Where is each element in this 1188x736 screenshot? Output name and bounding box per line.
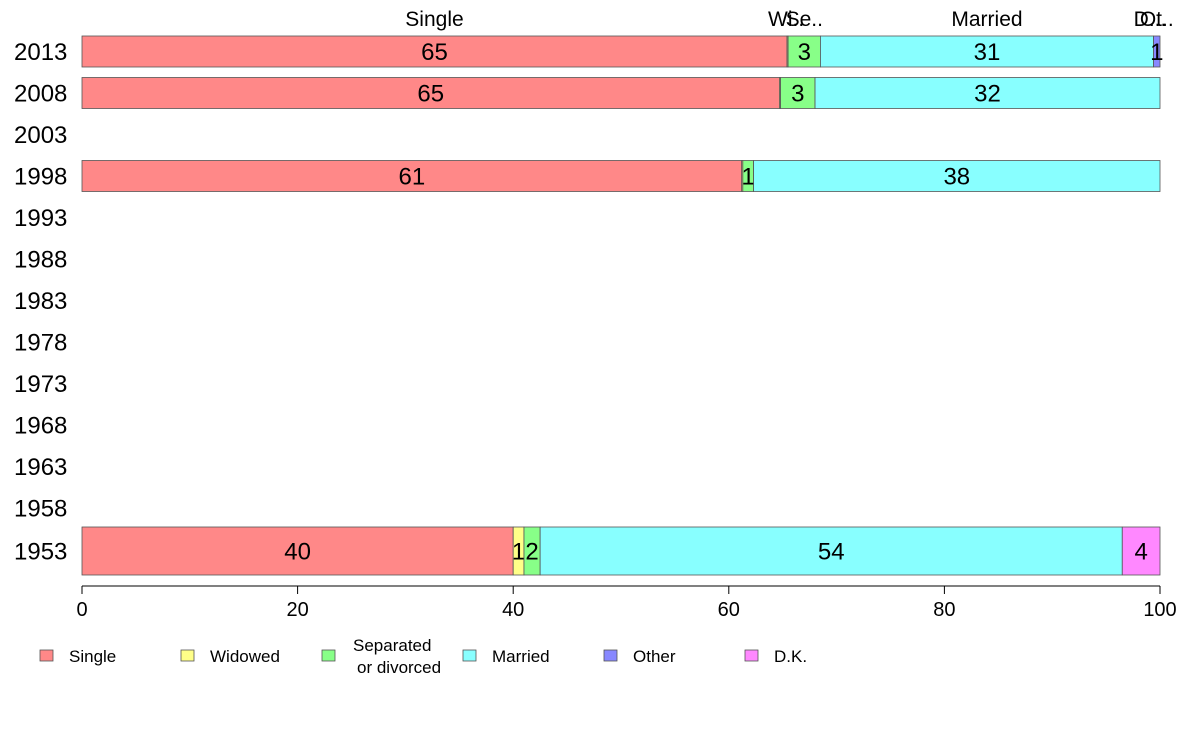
legend-swatch-3	[321, 649, 336, 662]
data-label-2013-single: 65	[421, 39, 448, 66]
year-label-1973: 1973	[14, 371, 67, 398]
data-label-1953-widowed: 1	[512, 539, 525, 566]
bar-segment-1953-single	[81, 526, 514, 576]
legend-swatch-4	[462, 649, 477, 662]
data-label-2013-married: 31	[974, 39, 1001, 66]
top-label-4: Married	[951, 8, 1022, 31]
data-label-1953-d-k-: 4	[1134, 539, 1147, 566]
data-label-2013-separated-or-divorced: 3	[798, 39, 811, 66]
x-tick-label-20: 20	[286, 599, 308, 621]
bar-segment-2008-single	[81, 77, 780, 109]
x-tick-label-0: 0	[76, 599, 87, 621]
legend-swatch-2	[180, 649, 195, 662]
year-label-1983: 1983	[14, 288, 67, 315]
data-label-1998-married: 38	[943, 164, 970, 191]
year-label-1958: 1958	[14, 496, 67, 523]
bar-segment-2008-separated-or-divorced	[780, 77, 816, 109]
bar-segment-2008-married	[814, 77, 1161, 109]
year-label-1963: 1963	[14, 454, 67, 481]
bar-segment-2013-single	[81, 35, 788, 68]
top-label-6: D...	[1134, 8, 1167, 31]
data-label-1998-single: 61	[399, 164, 426, 191]
year-label-1968: 1968	[14, 413, 67, 440]
top-label-1: Single	[405, 8, 463, 31]
legend-label-2: Widowed	[210, 647, 280, 666]
bar-segment-2013-separated-or-divorced	[787, 35, 821, 68]
year-label-2008: 2008	[14, 81, 67, 108]
top-label-3: Se..	[786, 8, 823, 31]
data-label-2008-separated-or-divorced: 3	[791, 81, 804, 108]
data-label-2013-other: 1	[1150, 39, 1163, 66]
legend-swatch-1	[39, 649, 54, 662]
legend-label-5: Other	[633, 647, 676, 666]
data-label-2008-married: 32	[974, 81, 1001, 108]
data-label-1953-separated-or-divorced: 2	[525, 539, 538, 566]
data-label-2008-single: 65	[417, 81, 444, 108]
legend-label-1: Single	[69, 647, 116, 666]
x-tick-label-100: 100	[1143, 599, 1176, 621]
legend-label-4: Married	[492, 647, 550, 666]
x-tick-label-60: 60	[718, 599, 740, 621]
data-label-1998-separated-or-divorced: 1	[742, 164, 755, 191]
legend-label-6: D.K.	[774, 647, 807, 666]
year-label-1988: 1988	[14, 247, 67, 274]
bar-segment-2013-other	[1153, 35, 1161, 68]
bar-segment-1998-married	[753, 160, 1161, 192]
bar-segment-1953-married	[539, 526, 1123, 576]
bar-segment-1953-d-k-	[1121, 526, 1161, 576]
data-label-1953-single: 40	[284, 539, 311, 566]
x-tick-label-40: 40	[502, 599, 524, 621]
bar-segment-1998-single	[81, 160, 743, 192]
data-label-1953-married: 54	[818, 539, 845, 566]
year-label-2013: 2013	[14, 39, 67, 66]
year-label-1978: 1978	[14, 330, 67, 357]
top-label-2: Wi..	[768, 8, 804, 31]
legend-swatch-5	[603, 649, 618, 662]
top-label-5: Ot..	[1140, 8, 1174, 31]
year-label-2003: 2003	[14, 122, 67, 149]
legend-label-3: Separated	[353, 636, 431, 655]
year-label-1998: 1998	[14, 164, 67, 191]
legend-label-3-line2: or divorced	[357, 658, 441, 677]
year-label-1953: 1953	[14, 539, 67, 566]
legend-swatch-6	[744, 649, 759, 662]
x-tick-label-80: 80	[933, 599, 955, 621]
year-label-1993: 1993	[14, 205, 67, 232]
